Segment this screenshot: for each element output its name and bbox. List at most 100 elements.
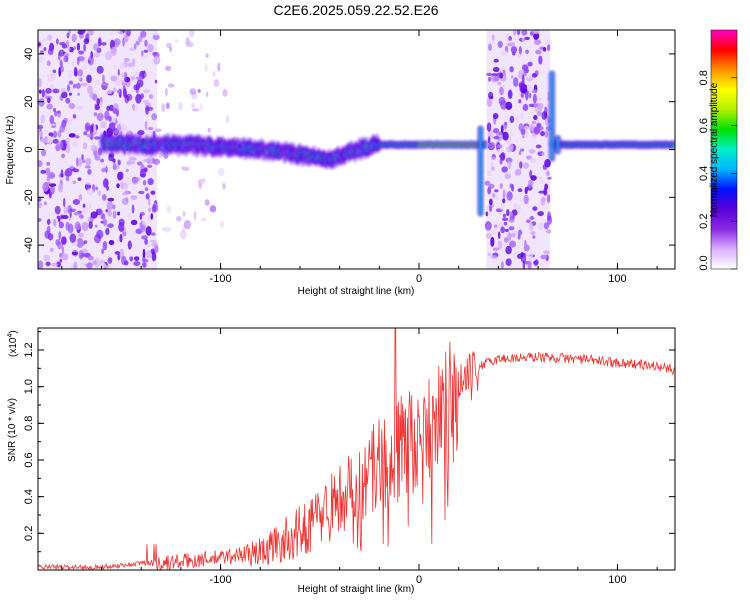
noise-blob	[146, 250, 152, 259]
noise-blob	[46, 218, 51, 225]
noise-blob	[529, 31, 534, 36]
noise-blob	[59, 258, 63, 263]
noise-blob	[509, 232, 517, 238]
noise-blob	[492, 112, 499, 120]
noise-blob	[528, 123, 535, 132]
noise-blob	[88, 202, 92, 212]
noise-blob	[40, 138, 48, 143]
noise-blob	[66, 84, 70, 92]
noise-blob	[127, 62, 133, 68]
noise-blob	[130, 75, 135, 81]
noise-blob	[45, 87, 52, 94]
noise-blob	[488, 198, 493, 206]
noise-blob	[136, 76, 143, 80]
noise-blob	[541, 151, 547, 157]
noise-blob	[523, 244, 530, 252]
noise-blob	[83, 131, 88, 136]
noise-blob	[61, 91, 68, 99]
noise-blob	[204, 199, 210, 206]
noise-blob	[119, 248, 125, 259]
noise-blob	[486, 223, 490, 231]
noise-blob	[533, 114, 538, 121]
noise-blob	[486, 72, 493, 77]
noise-blob	[533, 32, 539, 40]
noise-blob	[143, 158, 149, 163]
noise-blob	[519, 148, 525, 152]
noise-blob	[61, 44, 68, 49]
noise-blob	[39, 130, 44, 137]
noise-blob	[127, 212, 132, 220]
noise-blob	[43, 46, 47, 52]
noise-blob	[506, 191, 513, 201]
noise-blob	[142, 89, 151, 94]
noise-blob	[546, 38, 552, 47]
noise-blob	[101, 194, 107, 201]
noise-blob	[116, 183, 120, 189]
x-tick-label: 100	[608, 273, 626, 285]
noise-blob	[68, 80, 74, 85]
noise-blob	[142, 179, 147, 186]
noise-blob	[153, 56, 161, 65]
noise-blob	[538, 222, 544, 231]
noise-blob	[141, 50, 144, 57]
noise-blob	[207, 127, 211, 133]
noise-blob	[502, 84, 507, 89]
noise-blob	[42, 37, 49, 42]
noise-blob	[135, 228, 143, 235]
noise-blob	[486, 122, 492, 132]
noise-blob	[56, 110, 61, 114]
noise-blob	[113, 128, 119, 136]
noise-blob	[48, 132, 54, 137]
noise-blob	[174, 38, 179, 43]
noise-blob	[508, 226, 515, 231]
noise-blob	[212, 70, 216, 77]
noise-blob	[95, 186, 99, 191]
noise-blob	[88, 221, 93, 229]
noise-blob	[107, 223, 114, 229]
noise-blob	[73, 261, 78, 269]
noise-blob	[75, 157, 79, 167]
noise-blob	[205, 91, 209, 98]
noise-blob	[527, 183, 533, 188]
noise-blob	[536, 122, 542, 128]
noise-blob	[112, 162, 117, 171]
y-tick-label: 0.4	[23, 489, 35, 504]
noise-blob	[87, 168, 92, 175]
colorbar-tick-label: 0.4	[698, 166, 710, 181]
noise-blob	[508, 218, 515, 223]
noise-blob	[513, 30, 517, 36]
noise-blob	[531, 120, 536, 125]
noise-blob	[78, 250, 84, 260]
noise-blob	[492, 193, 496, 198]
noise-blob	[108, 104, 115, 112]
noise-blob	[118, 222, 125, 232]
noise-blob	[86, 262, 93, 269]
noise-blob	[129, 256, 134, 262]
noise-blob	[81, 221, 89, 232]
noise-blob	[86, 181, 92, 185]
snr-background	[38, 328, 675, 570]
noise-blob	[54, 205, 61, 215]
noise-blob	[69, 208, 77, 213]
noise-blob	[108, 154, 114, 162]
noise-blob	[167, 83, 175, 88]
noise-blob	[523, 67, 529, 74]
noise-blob	[531, 89, 538, 94]
noise-blob	[532, 30, 540, 35]
noise-blob	[507, 232, 512, 242]
noise-blob	[485, 211, 489, 217]
noise-blob	[542, 47, 547, 52]
noise-blob	[77, 92, 80, 96]
colorbar-tick-label: 0.0	[698, 255, 710, 270]
noise-blob	[49, 183, 57, 187]
noise-blob	[183, 219, 192, 230]
noise-blob	[520, 128, 526, 136]
noise-blob	[63, 206, 68, 216]
noise-blob	[151, 251, 157, 262]
noise-blob	[140, 30, 147, 38]
noise-blob	[527, 61, 533, 67]
noise-blob	[493, 224, 498, 228]
noise-blob	[38, 202, 43, 209]
noise-blob	[52, 69, 57, 74]
noise-blob	[82, 203, 86, 209]
